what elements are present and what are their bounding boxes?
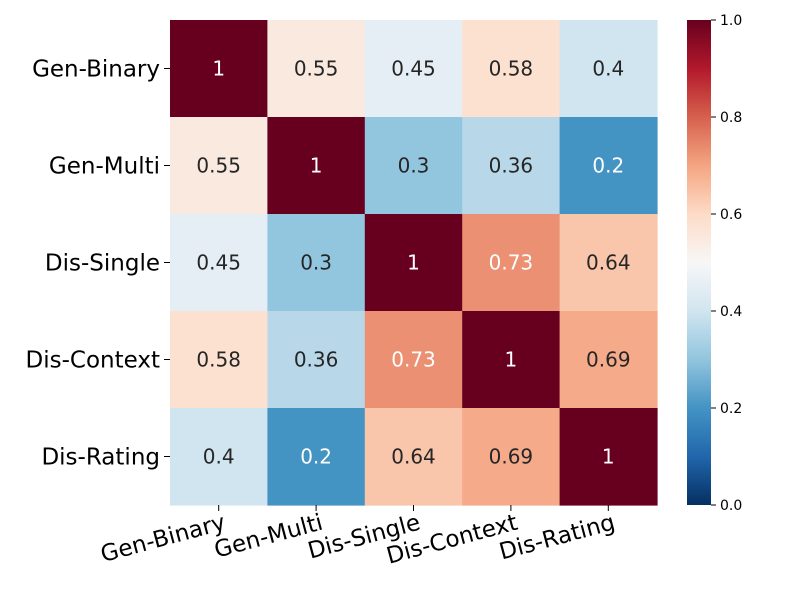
cell-value-label: 0.69 [489, 445, 534, 469]
cell-value-label: 1 [310, 154, 323, 178]
cell-value-label: 1 [602, 445, 615, 469]
heatmap-cell [559, 117, 658, 215]
cell-value-label: 0.73 [391, 348, 436, 372]
heatmap-cell [267, 408, 366, 506]
heatmap-cell [364, 214, 463, 312]
cell-value-label: 0.73 [489, 251, 534, 275]
cell-value-label: 0.64 [586, 251, 631, 275]
row-label-dis-single: Dis-Single [45, 251, 160, 277]
heatmap-cell [267, 117, 366, 215]
colorbar-tick-label: 0.0 [720, 498, 742, 514]
heatmap-cell [364, 311, 463, 409]
cell-value-label: 0.69 [586, 348, 631, 372]
row-labels: Gen-Binary Gen-Multi Dis-Single Dis-Context… [26, 57, 170, 471]
heatmap-cell [559, 214, 658, 312]
cell-value-label: 1 [407, 251, 420, 275]
column-label-gen-binary: Gen-Binary [98, 510, 228, 568]
cell-value-label: 0.55 [196, 154, 241, 178]
heatmap-cell [170, 20, 268, 118]
row-label-dis-context: Dis-Context [26, 348, 161, 374]
cell-value-label: 1 [212, 57, 225, 81]
colorbar: 0.0 0.2 0.4 0.6 0.8 1.0 [687, 13, 742, 514]
row-label-gen-multi: Gen-Multi [49, 154, 160, 180]
heatmap-cell [364, 408, 463, 506]
cell-value-label: 0.45 [391, 57, 436, 81]
heatmap-cell [462, 408, 561, 506]
heatmap-cell [267, 214, 366, 312]
heatmap-cell [559, 20, 658, 118]
colorbar-tick-label: 0.6 [720, 207, 742, 223]
cell-value-label: 0.2 [300, 445, 332, 469]
cell-value-label: 0.64 [391, 445, 436, 469]
heatmap-cell [462, 311, 561, 409]
cell-value-label: 0.2 [592, 154, 624, 178]
cell-value-label: 0.58 [489, 57, 534, 81]
cell-value-label: 0.3 [300, 251, 332, 275]
heatmap-cell [170, 408, 268, 506]
cell-value-label: 0.45 [196, 251, 241, 275]
cell-value-label: 0.36 [294, 348, 339, 372]
cell-value-label: 0.3 [398, 154, 430, 178]
colorbar-gradient [687, 20, 711, 505]
row-label-gen-binary: Gen-Binary [32, 57, 160, 83]
cell-value-label: 1 [505, 348, 518, 372]
heatmap-cell [170, 117, 268, 215]
heatmap-cell [170, 214, 268, 312]
heatmap-cell [559, 408, 658, 506]
cell-value-label: 0.55 [294, 57, 339, 81]
cell-value-label: 0.4 [592, 57, 624, 81]
column-labels: Gen-BinaryGen-MultiDis-SingleDis-Context… [98, 505, 618, 570]
heatmap-cell [462, 214, 561, 312]
row-label-dis-rating: Dis-Rating [41, 445, 160, 471]
heatmap-cell [267, 20, 366, 118]
colorbar-tick-label: 0.2 [720, 401, 742, 417]
heatmap-cell [364, 117, 463, 215]
colorbar-tick-label: 0.8 [720, 110, 742, 126]
heatmap-cell [462, 20, 561, 118]
cell-value-label: 0.58 [196, 348, 241, 372]
colorbar-tick-label: 0.4 [720, 304, 742, 320]
heatmap-cell [462, 117, 561, 215]
colorbar-tick-label: 1.0 [720, 13, 742, 29]
heatmap-cell [170, 311, 268, 409]
cell-value-label: 0.36 [489, 154, 534, 178]
cell-value-label: 0.4 [203, 445, 235, 469]
heatmap-cell [559, 311, 658, 409]
heatmap-cells: 1 0.55 0.45 0.58 0.4 0.55 1 0.3 0.36 0.2 0.45 0.3 1 0… [170, 20, 658, 506]
heatmap-cell [364, 20, 463, 118]
heatmap-cell [267, 311, 366, 409]
